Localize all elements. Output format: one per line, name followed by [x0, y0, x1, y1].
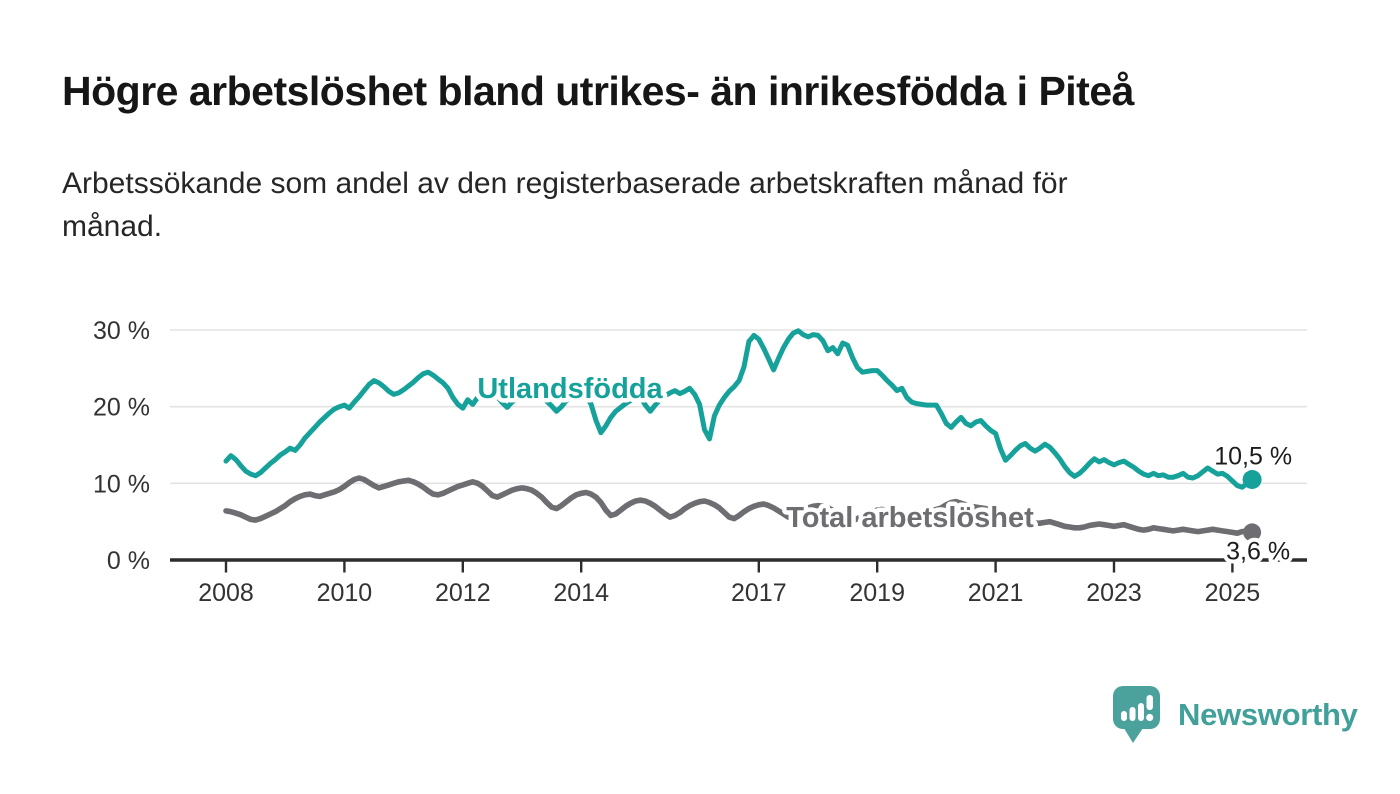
- newsworthy-logo: Newsworthy: [1112, 684, 1358, 746]
- x-tick-label-2019: 2019: [849, 579, 905, 607]
- x-tick-label-2012: 2012: [435, 579, 491, 607]
- end-value-total-arbetsloshet: 3,6 %: [1226, 537, 1290, 565]
- x-axis-ticks: [224, 561, 1234, 573]
- page-title: Högre arbetslöshet bland utrikes- än inr…: [62, 68, 1134, 114]
- series-label-total-arbetsloshet: Total arbetslöshet: [786, 502, 1034, 534]
- end-dot-total-arbetsloshet: [1243, 523, 1262, 542]
- y-tick-label-0: 0 %: [107, 547, 150, 575]
- x-tick-label-2014: 2014: [553, 579, 609, 607]
- unemployment-line-chart: 2008 2010 2012 2014 2017 2019 2021 2023 2025 30 …: [93, 317, 1307, 607]
- line-total-arbetsloshet: [223, 475, 1255, 536]
- gridlines: [170, 329, 1307, 485]
- x-axis-labels: 2008 2010 2012 2014 2017 2019 2021 2023 2025: [198, 579, 1260, 607]
- x-tick-label-2021: 2021: [968, 579, 1024, 607]
- x-tick-label-2008: 2008: [198, 579, 254, 607]
- bar-chart-speech-bubble-icon: [1113, 686, 1160, 743]
- x-tick-label-2025: 2025: [1205, 579, 1261, 607]
- y-tick-label-20: 20 %: [93, 394, 150, 422]
- newsworthy-logo-text: Newsworthy: [1178, 697, 1358, 732]
- series-label-utlandsfodda: Utlandsfödda: [477, 373, 663, 405]
- page-subtitle: Arbetssökande som andel av den registerb…: [62, 167, 1068, 243]
- x-tick-label-2023: 2023: [1086, 579, 1142, 607]
- y-tick-label-30: 30 %: [93, 317, 150, 345]
- line-utlandsfodda: [223, 328, 1255, 490]
- end-value-utlandsfodda: 10,5 %: [1214, 443, 1292, 471]
- y-axis-labels: 30 % 20 % 10 % 0 %: [93, 317, 150, 575]
- x-tick-label-2010: 2010: [317, 579, 373, 607]
- y-tick-label-10: 10 %: [93, 470, 150, 498]
- end-dot-utlandsfodda: [1242, 470, 1262, 489]
- x-tick-label-2017: 2017: [731, 579, 787, 607]
